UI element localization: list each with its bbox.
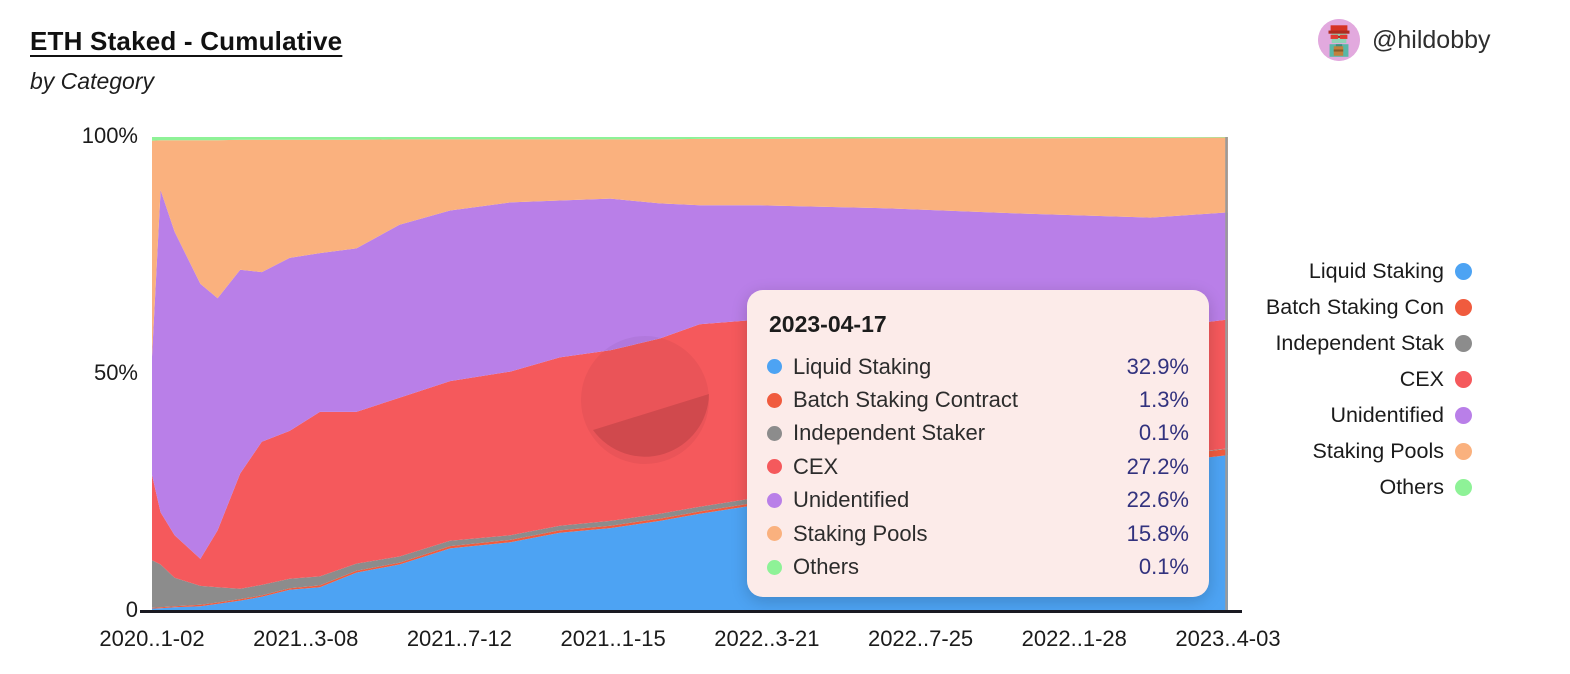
y-axis-label: 50% bbox=[93, 360, 138, 385]
y-axis-label: 0 bbox=[125, 597, 138, 622]
avatar-image bbox=[1318, 19, 1360, 61]
series-label: Others bbox=[793, 554, 860, 580]
legend-item[interactable]: Independent Stak bbox=[1150, 325, 1472, 361]
legend-item[interactable]: Staking Pools bbox=[1150, 433, 1472, 469]
area-unidentified bbox=[152, 190, 1228, 559]
legend-label: Staking Pools bbox=[1312, 438, 1444, 463]
legend-label: Others bbox=[1379, 474, 1444, 499]
x-axis-label: 2022..1-28 bbox=[1021, 626, 1127, 651]
series-value: 15.8% bbox=[1126, 520, 1189, 546]
area-independent-staker bbox=[152, 448, 1228, 608]
page-title: ETH Staked - Cumulative bbox=[30, 26, 343, 56]
legend-item[interactable]: Unidentified bbox=[1150, 397, 1472, 433]
author-badge[interactable]: @hildobby bbox=[1318, 19, 1491, 61]
watermark-logo bbox=[581, 336, 709, 464]
series-value: 27.2% bbox=[1126, 453, 1189, 479]
legend-color-dot bbox=[1455, 334, 1472, 352]
series-value: 32.9% bbox=[1126, 353, 1189, 379]
series-value: 0.1% bbox=[1138, 420, 1189, 446]
tooltip-row: CEX 27.2% bbox=[767, 450, 1189, 483]
page-subtitle: by Category bbox=[30, 68, 155, 94]
series-color-dot bbox=[767, 492, 782, 508]
tooltip-row: Others 0.1% bbox=[767, 550, 1189, 583]
series-label: Liquid Staking bbox=[793, 353, 932, 379]
legend-color-dot bbox=[1455, 298, 1472, 316]
legend-item[interactable]: CEX bbox=[1150, 361, 1472, 397]
series-label: Independent Staker bbox=[793, 420, 986, 446]
series-color-dot bbox=[767, 359, 782, 375]
series-value: 1.3% bbox=[1138, 387, 1189, 413]
series-value: 22.6% bbox=[1126, 487, 1189, 513]
author-handle[interactable]: @hildobby bbox=[1372, 25, 1491, 54]
tooltip-row: Unidentified 22.6% bbox=[767, 484, 1189, 517]
area-others bbox=[152, 137, 1228, 141]
legend-label: CEX bbox=[1399, 366, 1444, 391]
series-color-dot bbox=[767, 459, 782, 475]
series-color-dot bbox=[767, 559, 782, 575]
legend-item[interactable]: Batch Staking Con bbox=[1150, 289, 1472, 325]
area-staking-pools bbox=[152, 137, 1228, 357]
legend-item[interactable]: Others bbox=[1150, 469, 1472, 505]
tooltip-date: 2023-04-17 bbox=[769, 311, 887, 337]
series-label: CEX bbox=[793, 453, 839, 479]
x-axis-label: 2021..7-12 bbox=[406, 626, 513, 651]
tooltip-row: Independent Staker 0.1% bbox=[767, 417, 1189, 450]
tooltip-row: Liquid Staking 32.9% bbox=[767, 350, 1189, 383]
x-axis-label: 2022..3-21 bbox=[714, 626, 820, 651]
series-label: Staking Pools bbox=[793, 520, 928, 546]
tooltip-rows: Liquid Staking 32.9% Batch Staking Contr… bbox=[767, 350, 1189, 584]
series-label: Unidentified bbox=[793, 487, 910, 513]
series-label: Batch Staking Contract bbox=[793, 387, 1019, 413]
legend-color-dot bbox=[1455, 406, 1472, 424]
watermark-logo-half bbox=[593, 394, 709, 457]
legend-label: Unidentified bbox=[1330, 402, 1444, 427]
legend-color-dot bbox=[1455, 370, 1472, 388]
tooltip-row: Staking Pools 15.8% bbox=[767, 517, 1189, 550]
tooltip-row: Batch Staking Contract 1.3% bbox=[767, 383, 1189, 416]
chart-tooltip: 2023-04-17 Liquid Staking 32.9% Batch St… bbox=[747, 290, 1209, 597]
x-axis-label: 2021..1-15 bbox=[560, 626, 666, 651]
legend-label: Liquid Staking bbox=[1308, 258, 1444, 283]
series-color-dot bbox=[767, 526, 782, 542]
y-axis-label: 100% bbox=[81, 123, 138, 148]
x-axis-label: 2020..1-02 bbox=[99, 626, 205, 651]
legend-item[interactable]: Liquid Staking bbox=[1150, 253, 1472, 289]
series-value: 0.1% bbox=[1138, 554, 1189, 580]
avatar bbox=[1318, 19, 1360, 61]
legend-color-dot bbox=[1455, 442, 1472, 460]
legend-label: Batch Staking Con bbox=[1265, 294, 1444, 319]
x-axis-label: 2022..7-25 bbox=[867, 626, 974, 651]
legend-color-dot bbox=[1455, 478, 1472, 496]
x-axis-label: 2023..4-03 bbox=[1175, 626, 1281, 651]
series-color-dot bbox=[767, 392, 782, 408]
x-axis-label: 2021..3-08 bbox=[253, 626, 359, 651]
legend-label: Independent Stak bbox=[1275, 330, 1444, 355]
x-axis-line bbox=[140, 610, 1242, 613]
series-color-dot bbox=[767, 425, 782, 441]
legend-color-dot bbox=[1455, 262, 1472, 280]
